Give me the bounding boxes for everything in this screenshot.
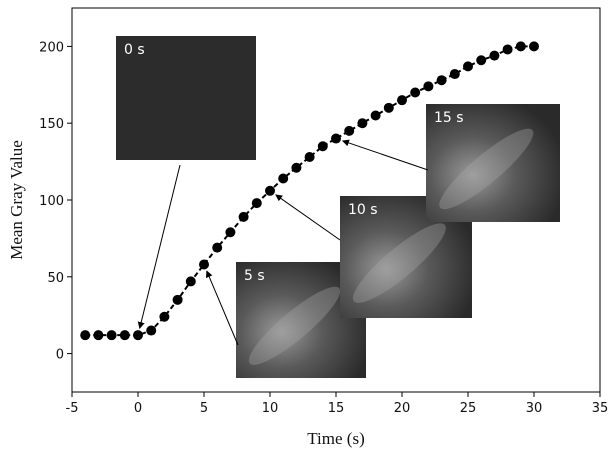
inset-image	[116, 36, 256, 160]
inset-label: 15 s	[434, 110, 464, 126]
x-tick-label: 0	[134, 401, 142, 416]
x-tick-label: -5	[66, 401, 79, 416]
data-point	[489, 50, 500, 61]
data-point	[159, 311, 170, 322]
y-tick-label: 150	[39, 117, 64, 132]
data-point	[80, 330, 91, 341]
inset-glow	[248, 286, 341, 365]
data-point	[119, 330, 130, 341]
y-axis-title: Mean Gray Value	[7, 140, 26, 260]
y-tick-label: 50	[47, 271, 64, 286]
data-point	[278, 173, 289, 184]
inset-glow	[439, 128, 534, 210]
data-point	[251, 198, 262, 209]
x-tick-label: 20	[394, 401, 411, 416]
annotation-arrow	[341, 139, 429, 171]
data-point	[357, 118, 368, 129]
x-tick-label: 25	[460, 401, 477, 416]
x-axis-title: Time (s)	[307, 429, 364, 448]
x-tick-label: 10	[262, 401, 279, 416]
y-tick-label: 200	[39, 40, 64, 55]
inset-label: 10 s	[348, 202, 378, 218]
y-tick-label: 0	[56, 348, 64, 363]
inset-label: 5 s	[244, 268, 265, 284]
data-point	[199, 259, 209, 270]
data-point	[436, 75, 447, 86]
data-point	[463, 61, 473, 72]
annotation-arrow	[137, 164, 181, 330]
data-point	[370, 110, 381, 121]
data-point	[331, 133, 341, 144]
data-point	[185, 276, 196, 287]
data-point	[317, 141, 328, 152]
annotation-arrow	[205, 270, 239, 346]
data-point	[238, 211, 249, 222]
data-point	[502, 44, 513, 55]
x-tick-label: 30	[526, 401, 543, 416]
data-point	[529, 41, 539, 52]
data-point	[476, 55, 487, 66]
x-tick-label: 15	[328, 401, 345, 416]
data-point	[106, 330, 117, 341]
inset-label: 0 s	[124, 42, 145, 58]
data-point	[397, 95, 407, 106]
x-tick-label: 35	[592, 401, 608, 416]
data-point	[93, 330, 104, 341]
data-point	[265, 185, 275, 196]
data-point	[383, 102, 394, 113]
data-point	[344, 125, 355, 136]
data-point	[225, 227, 236, 238]
data-point	[449, 69, 460, 80]
data-point	[423, 81, 434, 92]
annotation-arrow	[275, 194, 341, 241]
data-point	[304, 151, 315, 162]
data-point	[133, 330, 143, 341]
inset-image	[426, 104, 560, 222]
data-point	[172, 294, 183, 305]
data-point	[410, 87, 421, 98]
x-tick-label: 5	[200, 401, 208, 416]
data-point	[291, 162, 302, 173]
data-point	[515, 41, 526, 52]
data-line	[85, 45, 534, 337]
data-point	[146, 325, 157, 336]
inset-glow	[352, 223, 446, 303]
y-tick-label: 100	[39, 194, 64, 209]
data-point	[212, 242, 223, 253]
